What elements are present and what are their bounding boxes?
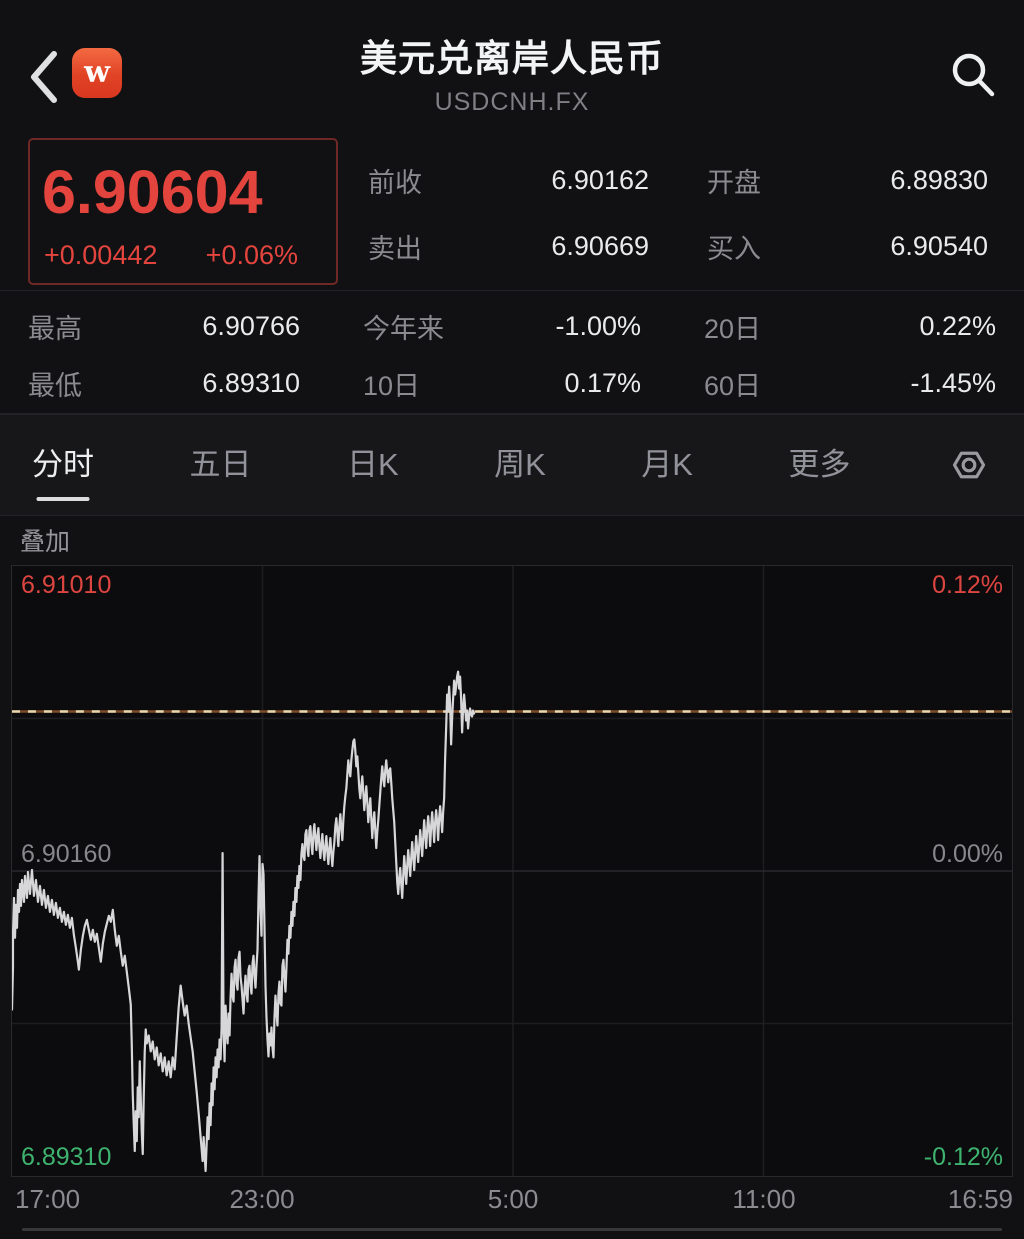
- x-tick: 17:00: [15, 1184, 81, 1214]
- search-button[interactable]: [946, 48, 1000, 102]
- tab-5day[interactable]: 五日: [189, 447, 252, 483]
- x-tick: 23:00: [229, 1184, 295, 1214]
- x-axis: 17:00 23:00 5:00 11:00 16:59: [11, 1184, 1013, 1220]
- stat-label: 开盘: [707, 167, 761, 198]
- stat-value: 6.90162: [551, 164, 649, 195]
- last-price-box: 6.90604 +0.00442 +0.06%: [28, 138, 338, 285]
- x-tick: 16:59: [947, 1184, 1013, 1214]
- chevron-left-icon: [31, 51, 57, 103]
- ticker-code: USDCNH.FX: [434, 88, 590, 116]
- wind-app-logo: w: [72, 48, 122, 98]
- y-max-price-label: 6.91010: [21, 571, 112, 599]
- stat-value: -1.00%: [555, 311, 641, 341]
- stat-value: 0.17%: [564, 368, 641, 398]
- stat-label: 买入: [707, 233, 761, 264]
- stat-label: 最低: [28, 371, 82, 401]
- stat-label: 卖出: [368, 233, 422, 264]
- stat-label: 最高: [28, 314, 82, 344]
- x-tick: 11:00: [732, 1184, 796, 1214]
- tab-more[interactable]: 更多: [788, 447, 851, 483]
- quote-mini-stats: 前收 6.90162 开盘 6.89830 卖出 6.90669 买入 6.90…: [368, 147, 988, 279]
- x-tick: 5:00: [487, 1184, 539, 1214]
- y-max-pct-label: 0.12%: [932, 571, 1003, 599]
- stat-value: 0.22%: [919, 311, 996, 341]
- stat-value: 6.90766: [202, 311, 300, 341]
- tab-daily-k[interactable]: 日K: [346, 447, 399, 483]
- price-change-pct: +0.06%: [205, 240, 298, 270]
- stat-label: 今年来: [363, 314, 444, 344]
- stat-low: 最低 6.89310: [28, 364, 300, 403]
- stat-value: 6.90540: [890, 230, 988, 261]
- chart-period-tabbar: 分时 五日 日K 周K 月K 更多: [0, 414, 1024, 516]
- stat-ytd: 今年来 -1.00%: [363, 307, 641, 346]
- stats-row-2: 最低 6.89310 10日 0.17% 60日 -1.45%: [28, 355, 996, 412]
- page-title: 美元兑离岸人民币: [360, 38, 664, 79]
- stat-label: 10日: [363, 371, 421, 401]
- stat-label: 20日: [704, 314, 762, 344]
- price-change: +0.00442: [44, 240, 158, 270]
- change-row: +0.00442 +0.06%: [42, 240, 322, 271]
- stat-ask: 卖出 6.90669: [368, 213, 649, 279]
- stat-10d: 10日 0.17%: [363, 364, 641, 403]
- divider: [0, 290, 1024, 291]
- stat-label: 前收: [368, 167, 422, 198]
- y-mid-price-label: 6.90160: [21, 840, 112, 868]
- header: w 美元兑离岸人民币 USDCNH.FX: [0, 0, 1024, 132]
- y-min-pct-label: -0.12%: [923, 1143, 1003, 1171]
- chart-settings-button[interactable]: [946, 445, 992, 485]
- back-button[interactable]: [26, 48, 66, 106]
- stat-value: 6.90669: [551, 230, 649, 261]
- tab-monthly-k[interactable]: 月K: [641, 447, 693, 483]
- last-price: 6.90604: [42, 158, 263, 226]
- stats-row-1: 最高 6.90766 今年来 -1.00% 20日 0.22%: [28, 298, 996, 355]
- intraday-chart-svg: [12, 566, 1012, 1176]
- stat-open: 开盘 6.89830: [707, 147, 988, 213]
- tab-intraday[interactable]: 分时: [32, 447, 94, 483]
- y-mid-pct-label: 0.00%: [932, 840, 1003, 868]
- bottom-divider: [22, 1228, 1002, 1231]
- stat-value: 6.89830: [890, 164, 988, 195]
- y-min-price-label: 6.89310: [21, 1143, 112, 1171]
- hexagon-settings-icon: [952, 451, 986, 479]
- stat-value: -1.45%: [910, 368, 996, 398]
- divider: [0, 413, 1024, 414]
- logo-letter: w: [84, 55, 110, 90]
- stat-value: 6.89310: [202, 368, 300, 398]
- quote-stats-rows: 最高 6.90766 今年来 -1.00% 20日 0.22% 最低 6.893…: [28, 298, 996, 412]
- stat-60d: 60日 -1.45%: [704, 364, 996, 403]
- overlay-toggle[interactable]: 叠加: [20, 528, 71, 556]
- stat-bid: 买入 6.90540: [707, 213, 988, 279]
- tab-weekly-k[interactable]: 周K: [494, 447, 546, 483]
- stat-label: 60日: [704, 371, 762, 401]
- intraday-chart[interactable]: 6.91010 0.12% 6.90160 0.00% 6.89310 -0.1…: [11, 565, 1013, 1177]
- price-line-series: [12, 670, 476, 1173]
- stat-20d: 20日 0.22%: [704, 307, 996, 346]
- stat-high: 最高 6.90766: [28, 307, 300, 346]
- search-icon: [952, 53, 995, 97]
- stat-prev-close: 前收 6.90162: [368, 147, 649, 213]
